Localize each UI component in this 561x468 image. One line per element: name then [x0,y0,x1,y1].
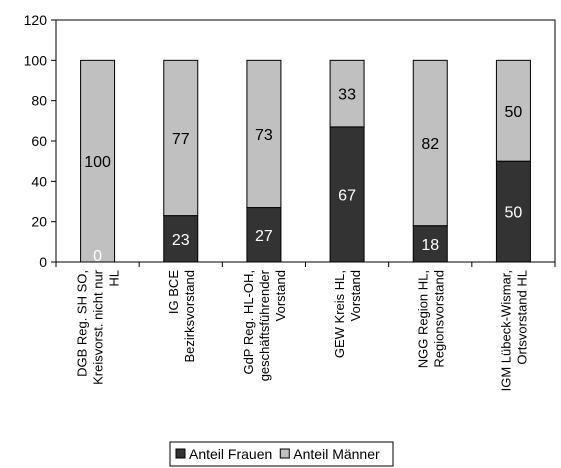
bar-maenner [329,59,365,128]
y-tick-label: 100 [24,52,48,68]
data-label: 33 [338,87,356,104]
x-category-label-line: DGB Reg. SH SO, [75,270,90,377]
data-label: 77 [172,131,190,148]
y-tick-label: 120 [24,12,48,28]
y-tick-label: 0 [39,254,47,270]
data-label: 27 [255,228,273,245]
data-label: 0 [93,248,102,265]
x-category-label-line: Bezirksvorstand [182,270,197,362]
bar-frauen [329,126,365,263]
bar-frauen [412,225,448,263]
bar-maenner [163,59,199,217]
y-tick-label: 40 [31,173,47,189]
x-category-label-line: Vorstand [273,270,288,321]
bar-maenner [495,59,531,162]
bar-maenner [80,59,116,263]
bars [80,59,531,263]
data-labels: 0 100 23 77 27 73 67 33 18 82 50 50 [84,87,522,265]
x-category-label: IG BCE Bezirksvorstand [166,270,197,363]
y-tick-label: 80 [31,93,47,109]
data-label: 23 [172,232,190,249]
axes: 0 20 40 60 80 100 120 [24,12,556,270]
legend-swatch [175,448,186,459]
legend-entry: Anteil Männer [293,446,380,462]
data-label: 82 [421,136,439,153]
x-category-label: NGG Region HL, Regionsvorstand [415,270,446,368]
data-label: 67 [338,187,356,204]
x-category-label-line: IGM Lübeck-Wismar, [498,270,513,391]
x-category-label-line: Kreisvorst. nicht nur [91,269,106,385]
data-label: 73 [255,127,273,144]
data-label: 50 [505,104,523,121]
data-label: 50 [505,205,523,222]
y-tick-label: 20 [31,214,47,230]
bar-frauen [163,215,199,263]
plot-frame [55,19,556,263]
legend-swatch [279,448,290,459]
bar-maenner [246,59,282,209]
x-category-label-line: geschäftsführender [257,269,272,381]
x-category-label: GEW Kreis HL, Vorstand [332,270,363,358]
x-category-label: IGM Lübeck-Wismar, Ortsvorstand HL [498,270,529,391]
x-category-label-line: IG BCE [166,270,181,314]
data-label: 18 [421,237,439,254]
x-category-label-line: GEW Kreis HL, [332,270,347,358]
bar-maenner [412,59,448,227]
x-category-label-line: NGG Region HL, [415,270,430,368]
x-category-label-line: Ortsvorstand HL [514,270,529,365]
x-category-label: DGB Reg. SH SO, Kreisvorst. nicht nur HL [75,269,122,385]
category-labels: DGB Reg. SH SO, Kreisvorst. nicht nur HL IG… [75,269,530,391]
x-category-label-line: GdP Reg. HL-OH, [241,270,256,375]
x-category-label: GdP Reg. HL-OH, geschäftsführender Vorstan… [241,269,288,381]
x-category-label-line: HL [107,270,122,287]
y-tick-label: 60 [31,133,47,149]
bar-frauen [495,160,531,263]
data-label: 100 [84,154,111,171]
legend: Anteil Frauen Anteil Männer [169,441,394,467]
legend-entry: Anteil Frauen [189,446,272,462]
x-category-label-line: Vorstand [348,270,363,321]
x-category-label-line: Regionsvorstand [431,270,446,368]
bar-frauen [246,207,282,263]
